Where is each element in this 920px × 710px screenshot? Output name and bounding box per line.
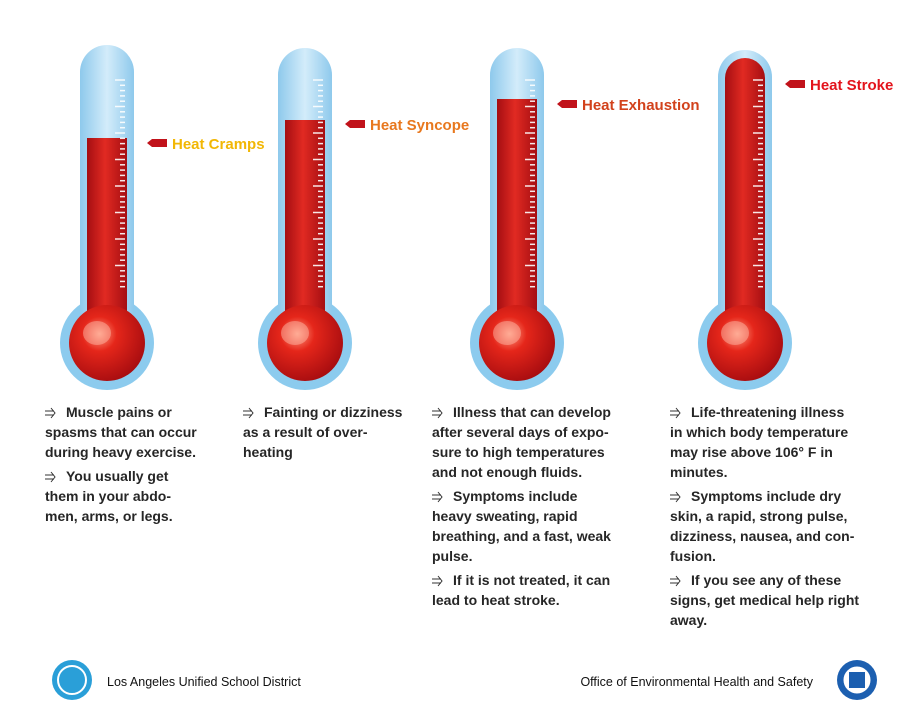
bullet-line: away. (670, 612, 707, 628)
bullet-line: Muscle pains or (66, 404, 172, 420)
bullet-line: If you see any of these (691, 572, 841, 588)
stage-label: Heat Exhaustion (582, 97, 700, 114)
bullet-line: Fainting or dizziness (264, 404, 403, 420)
thermometer: Heat Stroke Life-threatening illness in wh… (670, 50, 893, 628)
thermometer: Heat Exhaustion Illness that can develop a… (432, 48, 700, 608)
bullet-arrow (432, 575, 443, 587)
stage-label: Heat Stroke (810, 77, 893, 94)
bulb (707, 305, 783, 381)
bulb (69, 305, 145, 381)
bullet-line: fusion. (670, 548, 716, 564)
bullet-line: You usually get (66, 468, 169, 484)
bullet-line: Symptoms include dry (691, 488, 841, 504)
bullet-line: sure to high temperatures (432, 444, 605, 460)
bulb (267, 305, 343, 381)
bulb-shine (281, 321, 309, 345)
bullet-line: and not enough fluids. (432, 464, 582, 480)
footer: Los Angeles Unified School District Offi… (52, 660, 877, 700)
label-pointer (785, 80, 805, 88)
label-pointer (345, 120, 365, 128)
thermometer: Heat Cramps Muscle pains or spasms that ca… (45, 45, 265, 524)
bullet-line: lead to heat stroke. (432, 592, 560, 608)
bullet-line: minutes. (670, 464, 728, 480)
tube-fill (497, 99, 537, 343)
thermometer: Heat Syncope Fainting or dizziness as a re… (243, 48, 469, 460)
bullet-line: Life-threatening illness (691, 404, 844, 420)
bullet-line: Illness that can develop (453, 404, 611, 420)
bulb-shine (83, 321, 111, 345)
bullet-line: dizziness, nausea, and con- (670, 528, 855, 544)
bullet-line: during heavy exercise. (45, 444, 196, 460)
bullet-arrow (243, 407, 254, 419)
bullet-line: skin, a rapid, strong pulse, (670, 508, 847, 524)
bullet-line: men, arms, or legs. (45, 508, 173, 524)
bullet-line: breathing, and a fast, weak (432, 528, 611, 544)
bullet-arrow (45, 471, 56, 483)
bullet-line: signs, get medical help right (670, 592, 859, 608)
stage-label: Heat Cramps (172, 136, 265, 153)
bullet-arrow (670, 407, 681, 419)
bullet-line: pulse. (432, 548, 472, 564)
bullet-line: them in your abdo- (45, 488, 171, 504)
bullet-line: If it is not treated, it can (453, 572, 610, 588)
logo-mark (849, 672, 865, 688)
bullet-line: heavy sweating, rapid (432, 508, 578, 524)
label-pointer (557, 100, 577, 108)
bullet-arrow (432, 407, 443, 419)
bullet-line: may rise above 106° F in (670, 444, 833, 460)
tube-fill (725, 58, 765, 343)
bulb-shine (721, 321, 749, 345)
bullet-arrow (670, 575, 681, 587)
bulb-shine (493, 321, 521, 345)
bullet-line: after several days of expo- (432, 424, 609, 440)
bullet-line: spasms that can occur (45, 424, 197, 440)
footer-left: Los Angeles Unified School District (107, 675, 301, 689)
footer-right: Office of Environmental Health and Safet… (580, 675, 813, 689)
bullet-arrow (45, 407, 56, 419)
bullet-arrow (670, 491, 681, 503)
label-pointer (147, 139, 167, 147)
bullet-arrow (432, 491, 443, 503)
bullet-line: Symptoms include (453, 488, 578, 504)
bulb (479, 305, 555, 381)
bullet-line: in which body temperature (670, 424, 848, 440)
stage-label: Heat Syncope (370, 117, 469, 134)
bullet-line: as a result of over- (243, 424, 368, 440)
bullet-line: heating (243, 444, 293, 460)
logo-ring (57, 665, 87, 695)
